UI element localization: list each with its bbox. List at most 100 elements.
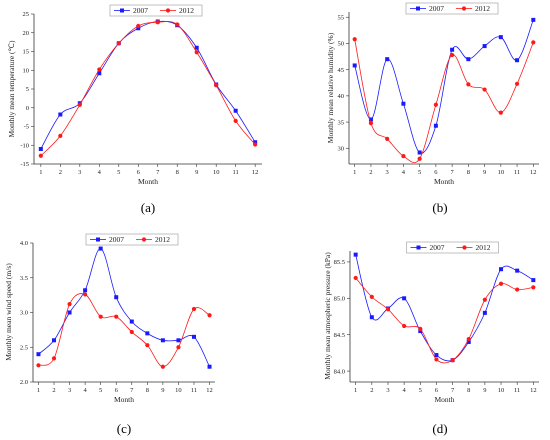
data-point-2007 — [176, 338, 181, 343]
data-point-2007 — [160, 338, 165, 343]
legend-marker-2012 — [462, 245, 467, 250]
data-point-2007 — [129, 319, 134, 324]
x-tick-label: 4 — [83, 387, 87, 394]
legend-label-2012: 2012 — [155, 235, 170, 244]
x-tick-label: 5 — [99, 387, 102, 394]
y-tick-label: 4.0 — [20, 240, 28, 247]
x-tick-label: 4 — [402, 169, 406, 176]
y-tick-label: 55 — [338, 14, 345, 21]
data-point-2012 — [368, 121, 374, 126]
data-point-2012 — [466, 336, 471, 342]
y-tick-label: 5 — [26, 86, 29, 93]
x-tick-label: 8 — [467, 387, 470, 394]
data-point-2012 — [38, 153, 43, 158]
data-point-2012 — [145, 343, 150, 348]
y-tick-label: 85.5 — [334, 259, 345, 266]
data-point-2012 — [482, 297, 487, 302]
data-point-2007 — [136, 26, 141, 31]
x-tick-label: 11 — [233, 169, 239, 176]
x-tick-label: 8 — [176, 169, 179, 176]
panel-label: (d) — [432, 421, 447, 436]
data-point-2012 — [402, 323, 407, 329]
data-point-2007 — [401, 101, 406, 106]
legend-marker-2012 — [141, 237, 147, 242]
data-point-2007 — [58, 112, 63, 117]
legend-label-2012: 2012 — [475, 4, 490, 13]
y-tick-label: 50 — [338, 41, 345, 48]
data-point-2012 — [207, 313, 212, 318]
legend — [406, 241, 499, 254]
x-tick-label: 6 — [137, 169, 141, 176]
y-tick-label: 3.5 — [20, 275, 28, 282]
data-point-2007 — [531, 278, 536, 283]
y-tick-label: -5 — [24, 124, 29, 131]
data-point-2012 — [531, 285, 536, 290]
x-tick-label: 7 — [450, 169, 454, 176]
data-point-2007 — [233, 108, 238, 113]
x-tick-label: 2 — [370, 387, 373, 394]
x-tick-label: 12 — [530, 387, 537, 394]
data-point-2007 — [368, 117, 373, 122]
x-tick-label: 10 — [498, 387, 505, 394]
data-point-2012 — [77, 102, 82, 107]
x-tick-label: 9 — [483, 169, 486, 176]
data-point-2012 — [514, 81, 520, 86]
data-point-2007 — [38, 147, 43, 151]
data-point-2012 — [160, 364, 165, 369]
x-tick-label: 1 — [37, 387, 40, 394]
y-tick-label: 3.0 — [20, 310, 28, 317]
y-tick-label: 84.0 — [334, 368, 345, 375]
y-axis-label: Monthly mean relative humidity (%) — [326, 32, 335, 143]
data-point-2007 — [499, 267, 504, 272]
data-point-2007 — [498, 35, 503, 40]
data-point-2012 — [352, 37, 357, 42]
x-tick-label: 3 — [78, 169, 81, 176]
data-point-2012 — [155, 20, 160, 25]
y-tick-label: 30 — [338, 145, 345, 152]
data-point-2007 — [52, 338, 57, 343]
data-point-2007 — [515, 268, 520, 273]
data-point-2007 — [36, 352, 41, 357]
data-point-2012 — [401, 154, 406, 159]
y-tick-label: -10 — [20, 142, 29, 149]
data-point-2007 — [145, 331, 150, 336]
panel-label: (a) — [141, 200, 155, 215]
x-tick-label: 9 — [161, 387, 164, 394]
x-tick-label: 2 — [369, 169, 372, 176]
x-tick-label: 7 — [451, 387, 455, 394]
data-point-2007 — [352, 63, 357, 68]
x-tick-label: 2 — [52, 387, 55, 394]
data-point-2012 — [51, 356, 57, 361]
x-tick-label: 1 — [353, 169, 356, 176]
y-tick-label: 2.0 — [20, 379, 28, 386]
data-point-2007 — [97, 71, 102, 76]
data-point-2012 — [433, 102, 438, 107]
chart-panel-4: 84.084.585.085.51 2 3 4 5 6 7 8 9 10 11 12MonthMont… — [323, 241, 539, 436]
y-tick-label: 45 — [338, 67, 345, 74]
data-point-2012 — [385, 307, 391, 312]
data-point-2007 — [385, 57, 390, 62]
y-axis-label: Monthly mean temperature (℃) — [7, 40, 16, 137]
data-point-2007 — [515, 58, 520, 63]
data-point-2012 — [531, 40, 536, 45]
data-point-2007 — [466, 57, 471, 62]
x-axis-label: Month — [114, 395, 134, 404]
y-axis-label: Monthly mean atmospheric pressure (kPa) — [323, 252, 332, 380]
legend-marker-2007 — [416, 6, 420, 11]
data-point-2012 — [434, 357, 439, 362]
chart-panel-3: 2.02.53.03.54.01 2 3 4 5 6 7 8 9 10 11 12MonthMonth… — [4, 233, 215, 436]
legend-marker-2012 — [461, 6, 467, 11]
data-point-2012 — [385, 136, 390, 141]
x-tick-label: 12 — [530, 169, 537, 176]
x-tick-label: 6 — [434, 169, 438, 176]
legend-label-2012: 2012 — [476, 243, 491, 252]
legend-marker-2007 — [96, 237, 100, 242]
x-axis-label: Month — [138, 177, 158, 186]
data-point-2007 — [531, 17, 536, 22]
data-point-2012 — [136, 23, 141, 29]
data-point-2012 — [498, 281, 504, 286]
y-tick-label: 15 — [23, 49, 30, 56]
data-point-2012 — [83, 292, 88, 297]
y-tick-label: 40 — [338, 93, 345, 100]
